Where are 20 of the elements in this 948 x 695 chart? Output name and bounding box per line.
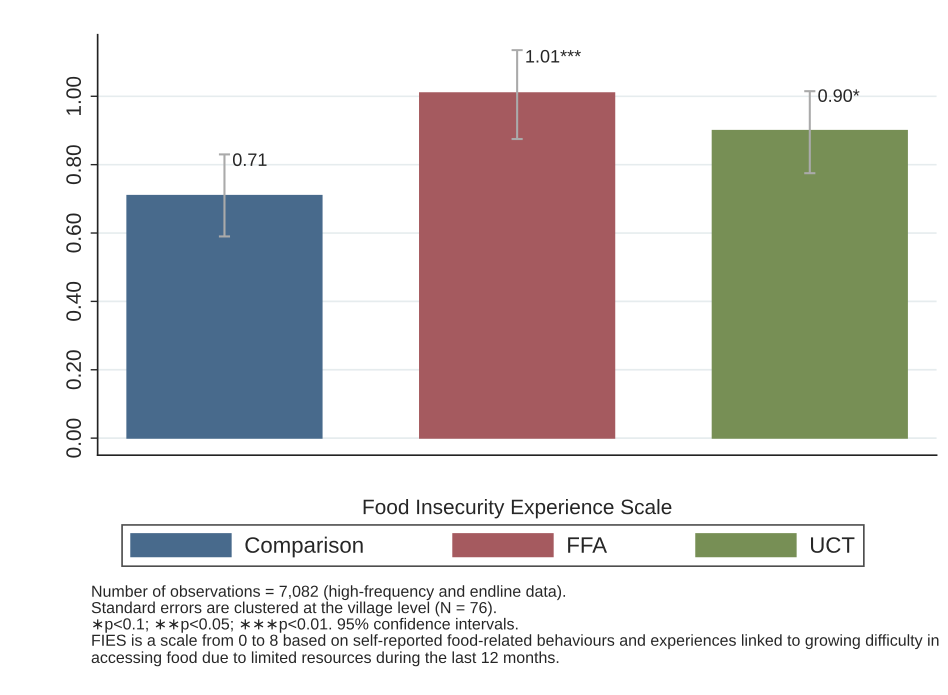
bar	[126, 194, 323, 439]
data-label: 0.90*	[818, 89, 860, 102]
x-axis-title: Food Insecurity Experience Scale	[364, 498, 672, 518]
legend-label: UCT	[811, 537, 854, 553]
bar	[419, 92, 616, 439]
data-label: 1.01***	[526, 50, 581, 63]
text: Number of observations = 7,082 (high-frequency and endline data).	[92, 585, 566, 600]
y-tick-label: 1.00	[66, 76, 82, 115]
y-tick-label: 0.20	[66, 350, 82, 390]
y-tick-label: 0.60	[66, 214, 82, 252]
y-tick-label: 0.80	[66, 145, 82, 184]
y-tick-label: 0.00	[66, 418, 82, 458]
text: Standard errors are clustered at the village level (N = 76).	[92, 602, 496, 616]
data-label: 0.71	[232, 153, 267, 166]
legend-label: FFA	[568, 537, 608, 553]
text: ∗p<0.1; ∗∗p<0.05; ∗∗∗p<0.01. 95% confidence intervals.	[93, 618, 518, 633]
legend-label: Comparison	[245, 536, 363, 558]
text: FIES is a scale from 0 to 8 based on self-reported food-related behaviours and experiences linked to growing difficulty in accessing food due to limited resources during the last 12 months.	[92, 634, 938, 666]
bar	[712, 130, 908, 439]
y-tick-label: 0.40	[66, 282, 82, 321]
